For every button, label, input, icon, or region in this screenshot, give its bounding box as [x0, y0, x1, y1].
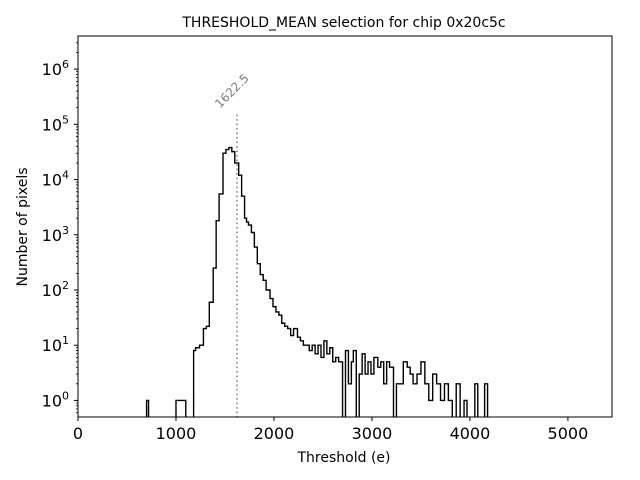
y-axis-label: Number of pixels: [15, 167, 31, 286]
y-tick-label: 100: [42, 389, 69, 410]
chart-title: THRESHOLD_MEAN selection for chip 0x20c5…: [181, 15, 505, 31]
x-tick-label: 4000: [450, 424, 491, 443]
x-tick-label: 5000: [548, 424, 589, 443]
histogram-series-pixels: [145, 146, 489, 417]
plot-frame: [77, 35, 613, 418]
y-tick-label: 101: [42, 334, 69, 355]
series-layer: [145, 146, 489, 417]
x-axis-label: Threshold (e): [297, 450, 391, 466]
x-tick-label: 2000: [254, 424, 295, 443]
y-tick-label: 105: [42, 113, 69, 134]
y-tick-label: 103: [42, 224, 69, 245]
x-tick-label: 1000: [156, 424, 197, 443]
y-tick-label: 106: [42, 58, 69, 79]
x-tick-label: 0: [73, 424, 83, 443]
y-tick-label: 104: [42, 169, 69, 190]
axes: 0 1000 2000 3000 4000 5000 100 101 102 103 104 105 1…: [42, 35, 613, 443]
x-tick-label: 3000: [352, 424, 393, 443]
y-tick-label: 102: [42, 279, 69, 300]
